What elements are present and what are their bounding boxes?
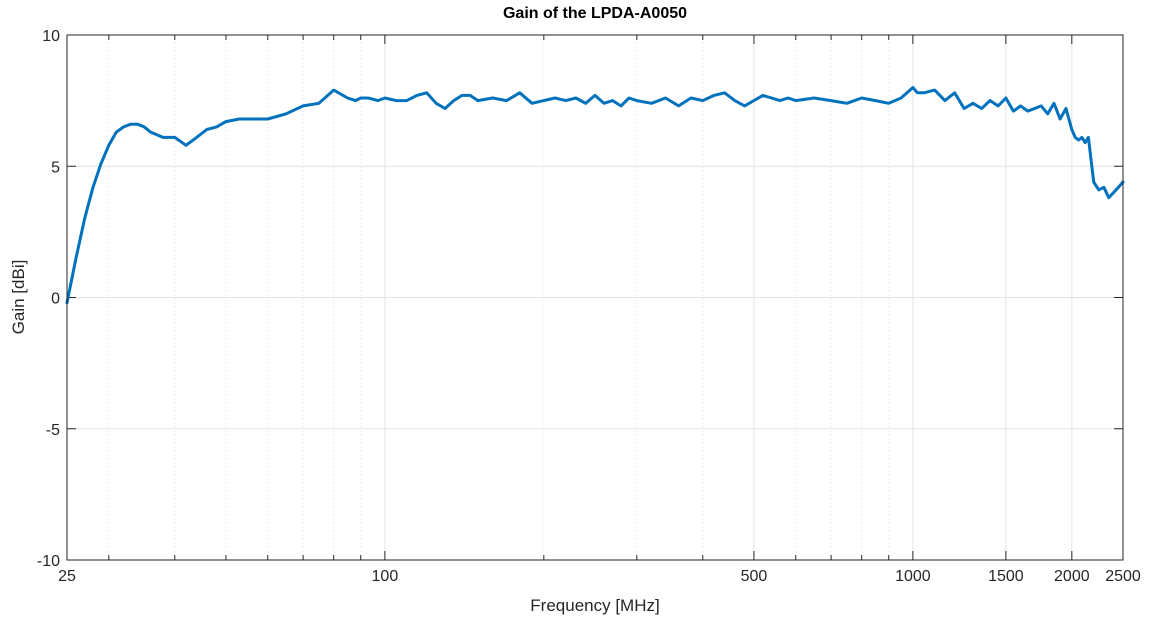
- ticks: 25 100 500 1000 1500 2000 2500 -10 -5 0 5 10: [37, 28, 1141, 585]
- x-tick-label: 100: [372, 568, 399, 585]
- chart-title: Gain of the LPDA-A0050: [503, 5, 687, 22]
- grid: [67, 35, 1123, 560]
- x-tick-label: 1500: [988, 568, 1024, 585]
- y-axis-label: Gain [dBi]: [9, 260, 28, 335]
- y-tick-label: 0: [51, 291, 60, 308]
- x-axis-label: Frequency [MHz]: [530, 596, 659, 615]
- y-tick-label: -5: [46, 422, 60, 439]
- y-tick-label: 10: [42, 28, 60, 45]
- x-tick-label: 2000: [1054, 568, 1090, 585]
- y-tick-label: -10: [37, 553, 60, 570]
- x-tick-label: 25: [58, 568, 76, 585]
- gain-series-line: [67, 88, 1123, 303]
- x-tick-label: 1000: [895, 568, 931, 585]
- series-layer: [67, 88, 1123, 303]
- x-tick-label: 500: [741, 568, 768, 585]
- x-tick-label: 2500: [1105, 568, 1141, 585]
- y-tick-label: 5: [51, 159, 60, 176]
